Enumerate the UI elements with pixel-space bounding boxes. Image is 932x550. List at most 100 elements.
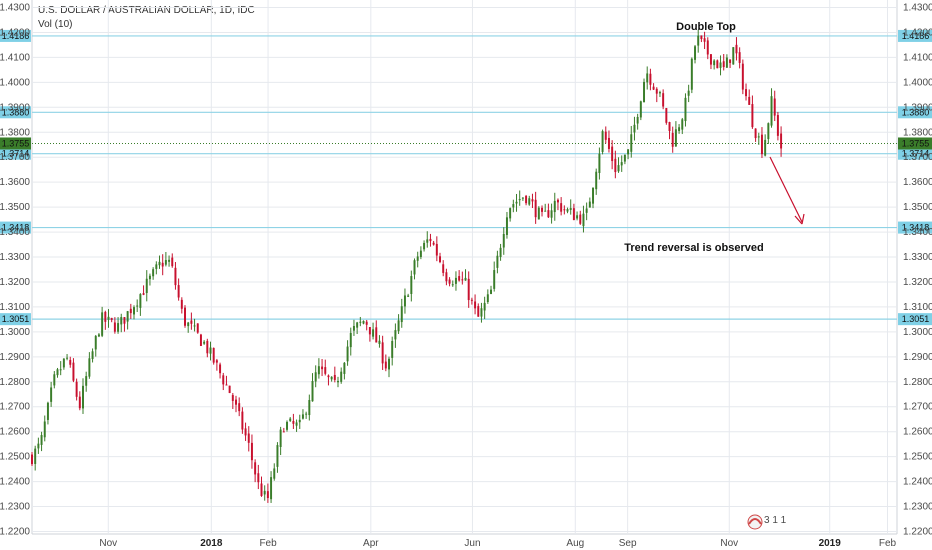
y-axis-left: 1.2200 1.2300 1.2400 1.2500 1.2600 1.2700 1.28… [0,2,30,537]
y-tick-label-right: 1.3000 [903,327,932,338]
y-tick-label-right: 1.3200 [903,277,932,288]
symbol-title: U.S. DOLLAR / AUSTRALIAN DOLLAR, 1D, IDC [38,5,255,16]
candle-up [337,380,339,383]
candle-down [668,122,671,131]
support-resistance-lines: 1.4186 1.4186 1.3880 1.3880 1.3714 1.3714 1.34… [0,29,932,326]
candle-up [53,374,56,386]
candle-up [117,323,120,332]
x-tick-label: Jun [464,538,480,549]
candle-down [470,299,473,301]
candle-up [678,127,681,131]
candle-up [273,468,276,479]
candle-down [773,98,776,116]
candle-up [674,129,677,147]
candle-down [703,38,706,42]
candle-up [43,421,46,438]
candle-up [145,278,148,294]
candle-up [423,242,426,250]
candle-down [228,385,231,394]
candle-up [88,358,91,377]
candle-up [627,149,630,155]
candle-down [282,431,285,433]
candle-up [490,289,493,294]
x-tick-label: 2018 [200,538,223,549]
candle-down [780,133,783,149]
candle-down [365,321,368,325]
y-tick-label-right: 1.2400 [903,477,932,488]
candle-up [725,57,728,68]
candle-down [381,342,384,364]
candle-down [722,61,725,68]
candle-down [649,73,652,85]
candle-up [66,357,69,359]
annotations: Double Top Trend reversal is observed [624,21,805,254]
candle-up [413,260,416,275]
candle-up [630,134,633,152]
candle-up [308,399,311,416]
candle-up [187,322,190,327]
y-tick-label-right: 1.4200 [903,27,932,38]
candle-up [359,321,362,323]
candle-down [458,276,461,281]
y-tick-label-right: 1.3700 [903,152,932,163]
last-price-label-left: 1.3755 [2,138,30,148]
level-badge-left [0,29,31,42]
candle-down [563,209,566,211]
candle-up [356,322,359,328]
candle-down [760,134,763,155]
candle-down [177,285,180,298]
candle-up [694,46,697,60]
y-tick-label-left: 1.2700 [0,402,30,413]
candle-up [410,276,413,294]
candle-up [658,92,661,94]
y-tick-label-left: 1.2900 [0,352,30,363]
candle-down [324,367,327,374]
y-axis-right[interactable]: 1.2200 1.2300 1.2400 1.2500 1.2600 1.2700 1.28… [903,2,932,537]
candle-down [254,462,257,475]
trend-arrow-line [769,156,803,223]
y-tick-label-left: 1.3300 [0,252,30,263]
candle-up [59,369,62,371]
candle-up [566,209,569,212]
y-tick-label-right: 1.3100 [903,302,932,313]
candle-up [317,366,320,375]
candle-down [123,317,126,324]
watermark-logo: 3 1 1 [747,514,787,530]
candle-up [168,259,171,262]
level-badge-right [898,221,932,234]
candle-up [136,305,139,307]
candle-down [442,264,445,273]
candle-up [509,208,512,219]
candle-down [429,238,432,242]
candle-down [180,299,183,309]
candle-down [244,428,247,436]
level-label-right: 1.3714 [902,149,930,159]
y-tick-label-right: 1.2700 [903,402,932,413]
y-tick-label-right: 1.2300 [903,502,932,513]
candle-down [199,334,202,346]
candle-down [611,146,614,162]
level-label-right: 1.3880 [902,107,930,117]
candle-down [432,242,435,245]
candle-up [295,422,298,426]
candle-up [397,320,400,332]
candle-down [241,411,244,430]
y-tick-label-left: 1.2600 [0,427,30,438]
x-axis[interactable]: Nov 2018 Feb Apr Jun Aug Sep Nov 2019 Feb [99,538,896,549]
candle-down [190,320,193,324]
candle-up [633,124,636,133]
candle-up [585,208,588,213]
candle-up [636,116,639,124]
y-tick-label-right: 1.4000 [903,77,932,88]
candle-up [544,210,547,212]
candle-up [301,414,304,419]
candle-down [461,279,464,281]
candle-up [639,101,642,118]
x-tick-label: Nov [99,538,117,549]
candle-up [378,340,381,344]
candle-down [31,454,33,465]
level-badge-right [898,29,932,42]
y-tick-label-left: 1.2500 [0,452,30,463]
level-badge-left [0,147,31,160]
